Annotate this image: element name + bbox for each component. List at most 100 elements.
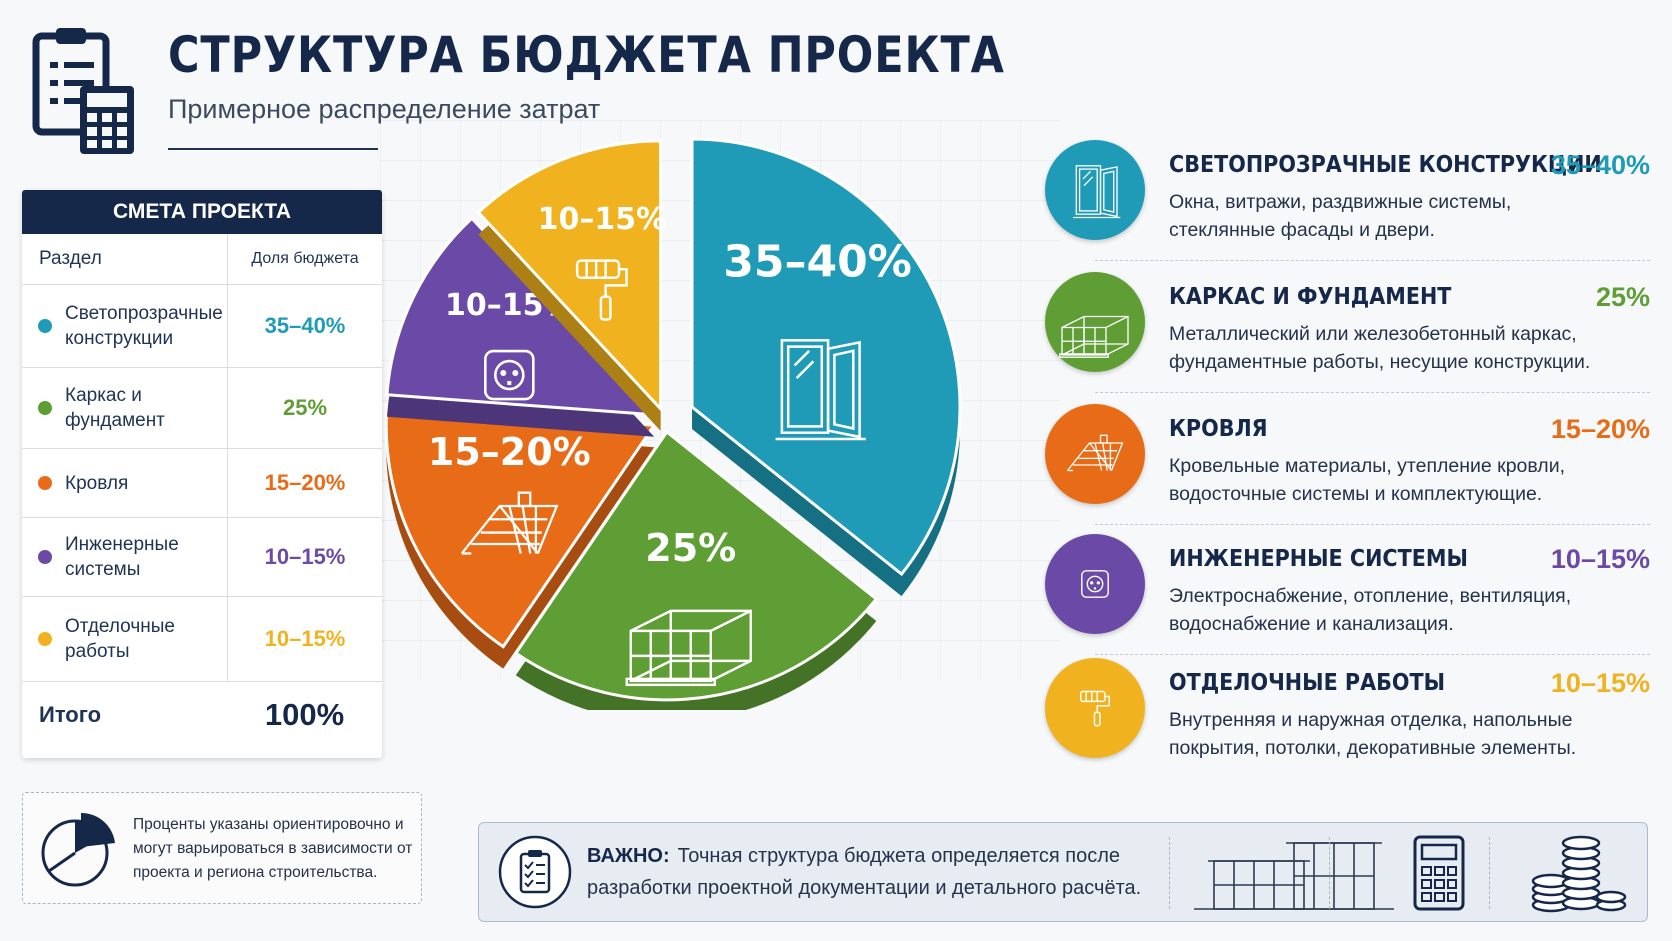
table-total-row: Итого 100% <box>22 682 382 748</box>
row-value: 25% <box>227 368 382 448</box>
legend-title: КРОВЛЯ <box>1169 416 1268 442</box>
table-cell-section: Кровля <box>22 449 227 517</box>
pie-slice-label: 10–15% <box>538 202 667 237</box>
legend-item: ИНЖЕНЕРНЫЕ СИСТЕМЫ 10–15% Электроснабжен… <box>1045 534 1650 664</box>
legend-icon-circle <box>1045 140 1145 240</box>
checklist-icon <box>498 835 572 909</box>
pie-chart-icon <box>41 812 115 887</box>
table-cell-section: Отделочные работы <box>22 597 227 681</box>
legend-item: ОТДЕЛОЧНЫЕ РАБОТЫ 10–15% Внутренняя и на… <box>1045 658 1650 788</box>
budget-table: СМЕТА ПРОЕКТА Раздел Доля бюджета Светоп… <box>22 190 382 758</box>
banner-divider <box>1169 837 1170 909</box>
coins-icon <box>1531 835 1627 913</box>
budget-pie-chart: 35–40% 25% 15–20% 10–15% 10–15% <box>384 137 962 710</box>
roof-icon <box>1066 434 1124 472</box>
clipboard-calculator-icon <box>32 28 134 154</box>
table-row: Кровля 15–20% <box>22 449 382 518</box>
table-cell-section: Инженерные системы <box>22 518 227 596</box>
color-dot <box>38 632 52 646</box>
paint-roller-icon <box>1079 690 1111 727</box>
banner-label: ВАЖНО: <box>587 845 670 867</box>
column-header-section: Раздел <box>39 248 102 269</box>
note-text: Проценты указаны ориентировочно и могут … <box>133 816 413 881</box>
color-dot <box>38 476 52 490</box>
paint-roller-icon <box>575 259 628 321</box>
banner-divider <box>1329 837 1330 909</box>
color-dot <box>38 550 52 564</box>
legend-percent: 25% <box>1595 282 1650 312</box>
legend-separator <box>1095 654 1650 655</box>
table-title: СМЕТА ПРОЕКТА <box>22 190 382 234</box>
legend-title: ИНЖЕНЕРНЫЕ СИСТЕМЫ <box>1169 546 1468 572</box>
window-icon <box>775 339 866 441</box>
legend-description: Кровельные материалы, утепление кровли, … <box>1169 455 1565 505</box>
page-subtitle: Примерное распределение затрат <box>168 94 601 124</box>
table-row: Инженерные системы 10–15% <box>22 518 382 597</box>
legend-item: СВЕТОПРОЗРАЧНЫЕ КОНСТРУКЦИИ 35–40% Окна,… <box>1045 140 1650 270</box>
building-icon <box>1194 842 1394 910</box>
row-label: Инженерные системы <box>65 534 179 580</box>
socket-icon <box>1081 570 1109 598</box>
column-header-share: Доля бюджета <box>227 234 382 284</box>
row-label: Каркас и фундамент <box>65 385 165 431</box>
color-dot <box>38 401 52 415</box>
roof-icon <box>460 491 559 555</box>
legend-item: КРОВЛЯ 15–20% Кровельные материалы, утеп… <box>1045 404 1650 534</box>
table-header-row: Раздел Доля бюджета <box>22 234 382 285</box>
legend-description: Окна, витражи, раздвижные системы, стекл… <box>1169 191 1512 241</box>
row-value: 10–15% <box>227 518 382 596</box>
legend-separator <box>1095 260 1650 261</box>
note-box: Проценты указаны ориентировочно и могут … <box>22 792 422 904</box>
legend-description: Электроснабжение, отопление, вентиляция,… <box>1169 585 1572 635</box>
row-label: Светопрозрачные конструкции <box>65 303 223 349</box>
frame-icon <box>625 609 752 687</box>
row-value: 35–40% <box>227 285 382 367</box>
banner-divider <box>1489 837 1490 909</box>
row-label: Отделочные работы <box>65 616 175 662</box>
row-value: 10–15% <box>227 597 382 681</box>
legend-icon-circle <box>1045 404 1145 504</box>
legend-description: Внутренняя и наружная отделка, напольные… <box>1169 709 1577 759</box>
legend-percent: 10–15% <box>1550 544 1650 574</box>
legend-percent: 35–40% <box>1550 150 1650 180</box>
table-cell-section: Светопрозрачные конструкции <box>22 285 227 367</box>
table-row: Светопрозрачные конструкции 35–40% <box>22 285 382 368</box>
pie-slice <box>385 216 658 417</box>
legend-percent: 10–15% <box>1550 668 1650 698</box>
legend-title: ОТДЕЛОЧНЫЕ РАБОТЫ <box>1169 670 1446 696</box>
table-body: Светопрозрачные конструкции 35–40% Карка… <box>22 285 382 682</box>
pie-slice-label: 25% <box>645 526 736 570</box>
legend-title: КАРКАС И ФУНДАМЕНТ <box>1169 284 1452 310</box>
table-cell-section: Каркас и фундамент <box>22 368 227 448</box>
legend-separator <box>1095 524 1650 525</box>
socket-icon <box>484 349 535 401</box>
pie-slice-label: 35–40% <box>723 237 912 288</box>
window-icon <box>1072 165 1121 219</box>
pie-slice <box>690 137 962 577</box>
banner-message: Точная структура бюджета определяется по… <box>587 845 1142 899</box>
pie-slice-label: 15–20% <box>428 430 591 474</box>
total-label: Итого <box>39 702 102 727</box>
row-label: Кровля <box>65 472 129 494</box>
title-divider <box>168 148 378 150</box>
table-row: Каркас и фундамент 25% <box>22 368 382 449</box>
table-row: Отделочные работы 10–15% <box>22 597 382 682</box>
legend-separator <box>1095 392 1650 393</box>
pie-slice <box>513 429 879 702</box>
legend-icon-circle <box>1045 658 1145 758</box>
legend-icon-circle <box>1045 272 1145 372</box>
important-banner: ВАЖНО: Точная структура бюджета определяе… <box>478 822 1648 922</box>
color-dot <box>38 319 52 333</box>
pie-slice <box>384 403 657 649</box>
legend-icon-circle <box>1045 534 1145 634</box>
legend-title: СВЕТОПРОЗРАЧНЫЕ КОНСТРУКЦИИ <box>1169 152 1602 178</box>
total-value: 100% <box>264 697 345 732</box>
frame-icon <box>1059 315 1129 358</box>
calculator-icon <box>1413 835 1465 911</box>
legend-description: Металлический или железобетонный каркас,… <box>1169 323 1591 373</box>
legend-item: КАРКАС И ФУНДАМЕНТ 25% Металлический или… <box>1045 272 1650 402</box>
page-title: СТРУКТУРА БЮДЖЕТА ПРОЕКТА <box>168 26 1005 84</box>
banner-text: ВАЖНО: Точная структура бюджета определяе… <box>587 840 1147 904</box>
pie-slice <box>476 139 663 413</box>
legend-percent: 15–20% <box>1550 414 1650 444</box>
